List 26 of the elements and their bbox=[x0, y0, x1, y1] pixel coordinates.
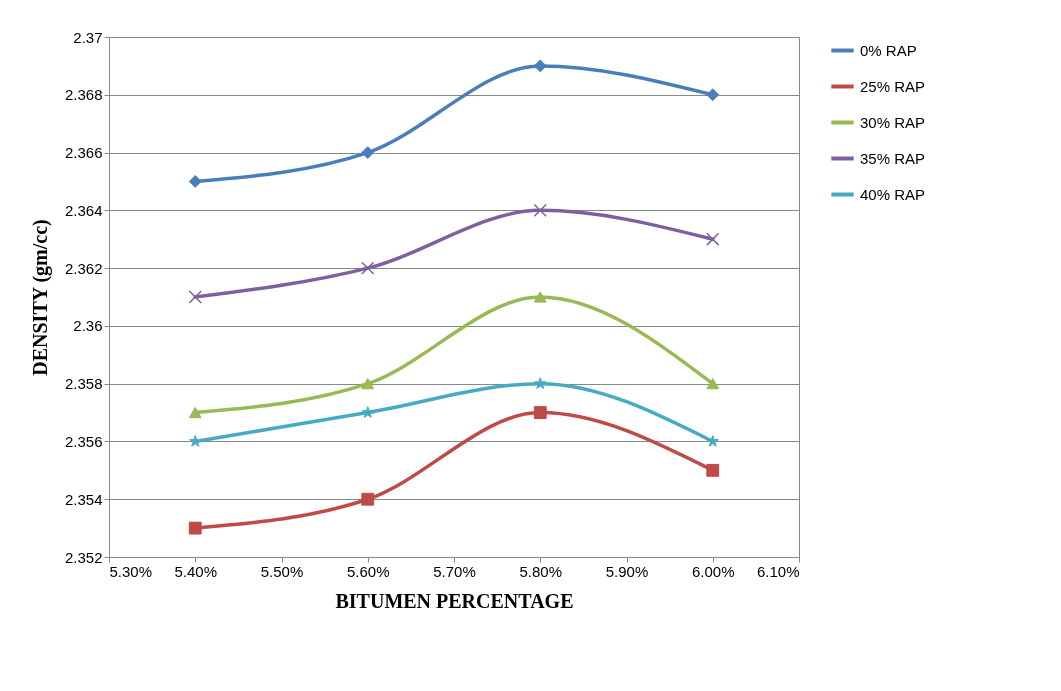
x-tick-label: 5.80% bbox=[519, 562, 563, 580]
legend-label: 0% RAP bbox=[860, 41, 917, 59]
x-tick-label: 6.00% bbox=[691, 562, 735, 580]
y-tick-label: 2.37 bbox=[73, 28, 103, 46]
y-tick-label: 2.366 bbox=[64, 144, 103, 162]
y-tick-label: 2.364 bbox=[64, 201, 103, 219]
legend-label: 25% RAP bbox=[860, 77, 926, 95]
x-tick-label: 5.90% bbox=[605, 562, 649, 580]
y-tick-label: 2.362 bbox=[64, 259, 103, 277]
x-tick-label: 5.50% bbox=[260, 562, 304, 580]
y-tick-label: 2.358 bbox=[64, 375, 103, 393]
y-axis-title: DENSITY (gm/cc) bbox=[28, 219, 52, 376]
legend-label: 35% RAP bbox=[860, 149, 926, 167]
y-tick-label: 2.356 bbox=[64, 432, 103, 450]
y-tick-label: 2.368 bbox=[64, 86, 103, 104]
x-tick-label: 6.10% bbox=[756, 562, 800, 580]
x-tick-label: 5.40% bbox=[174, 562, 218, 580]
legend-label: 40% RAP bbox=[860, 185, 926, 203]
x-tick-label: 5.60% bbox=[346, 562, 390, 580]
x-tick-label: 5.70% bbox=[433, 562, 476, 580]
y-tick-label: 2.352 bbox=[64, 548, 103, 566]
y-tick-label: 2.36 bbox=[73, 317, 103, 335]
x-axis-title: BITUMEN PERCENTAGE bbox=[335, 589, 574, 612]
y-tick-label: 2.354 bbox=[64, 490, 103, 508]
x-tick-label: 5.30% bbox=[109, 562, 153, 580]
legend-label: 30% RAP bbox=[860, 113, 926, 131]
